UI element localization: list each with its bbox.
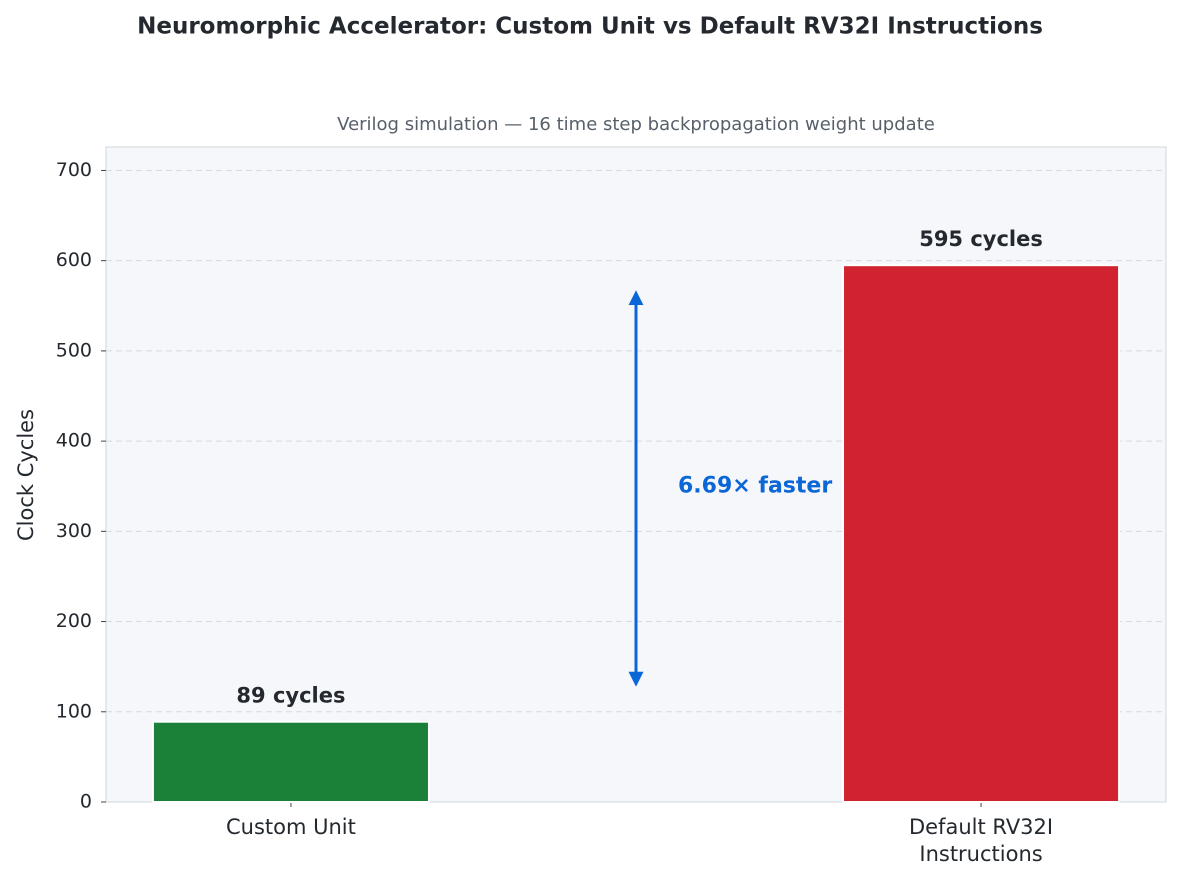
y-tick-label: 100 <box>56 700 92 722</box>
y-tick-label: 0 <box>80 791 92 813</box>
x-tick-label: Default RV32I Instructions <box>908 815 1054 866</box>
x-tick-label: Custom Unit <box>225 815 356 839</box>
data-label: 595 cycles <box>919 227 1043 251</box>
speedup-annotation: 6.69× faster <box>678 473 832 498</box>
chart-subtitle: Verilog simulation — 16 time step backpr… <box>337 114 935 135</box>
y-tick-label: 400 <box>56 430 92 452</box>
y-tick-label: 600 <box>56 249 92 271</box>
y-tick-label: 300 <box>56 520 92 542</box>
chart-title: Neuromorphic Accelerator: Custom Unit vs… <box>137 14 1043 40</box>
y-tick-label: 200 <box>56 610 92 632</box>
data-label: 89 cycles <box>236 684 345 708</box>
bar <box>151 720 430 803</box>
y-axis-label: Clock Cycles <box>14 409 38 541</box>
bar <box>842 264 1121 803</box>
y-tick-label: 700 <box>56 159 92 181</box>
y-tick-label: 500 <box>56 339 92 361</box>
